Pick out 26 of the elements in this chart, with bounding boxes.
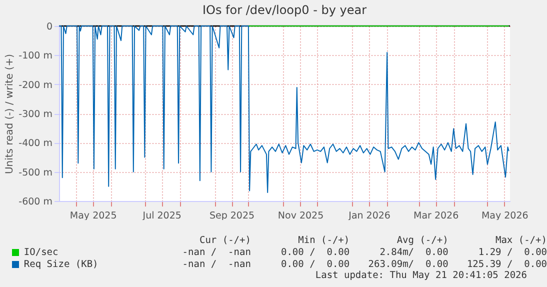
text: Min (-/+) [297, 234, 350, 246]
legend-label: Req Size (KB) [24, 258, 100, 270]
y-tick-label: -200 m [18, 80, 52, 91]
text: Last update: Thu May 21 20:41:05 2026 [314, 270, 527, 281]
text: -nan / -nan [181, 258, 251, 270]
y-tick-label: -400 m [18, 138, 52, 150]
text: -nan / -nan [181, 246, 251, 258]
text: 263.09m/ 0.00 [367, 258, 448, 270]
text: 1.29 / 0.00 [477, 246, 547, 258]
text: 0.00 / 0.00 [280, 246, 350, 258]
y-axis-title: Units read (-) / write (+) [4, 54, 16, 174]
y-tick-label: -500 m [18, 167, 52, 178]
text: Max (-/+) [494, 234, 547, 246]
text: Cur (-/+) [198, 234, 251, 246]
legend-label: IO/sec [24, 246, 60, 258]
text: 125.39 / 0.00 [466, 258, 547, 270]
y-tick-label: -300 m [18, 109, 52, 120]
x-tick-label: Mar 2026 [414, 210, 459, 222]
text: 0.00 / 0.00 [280, 258, 350, 270]
chart-title: IOs for /dev/loop0 - by year [202, 3, 367, 17]
text: Avg (-/+) [396, 234, 448, 246]
y-tick-label: -100 m [18, 50, 52, 62]
y-tick-label: -600 m [18, 196, 52, 208]
y-tick-label: 0 [46, 22, 52, 32]
x-tick-label: Nov 2025 [278, 210, 324, 222]
text: 2.84m/ 0.00 [378, 246, 448, 258]
